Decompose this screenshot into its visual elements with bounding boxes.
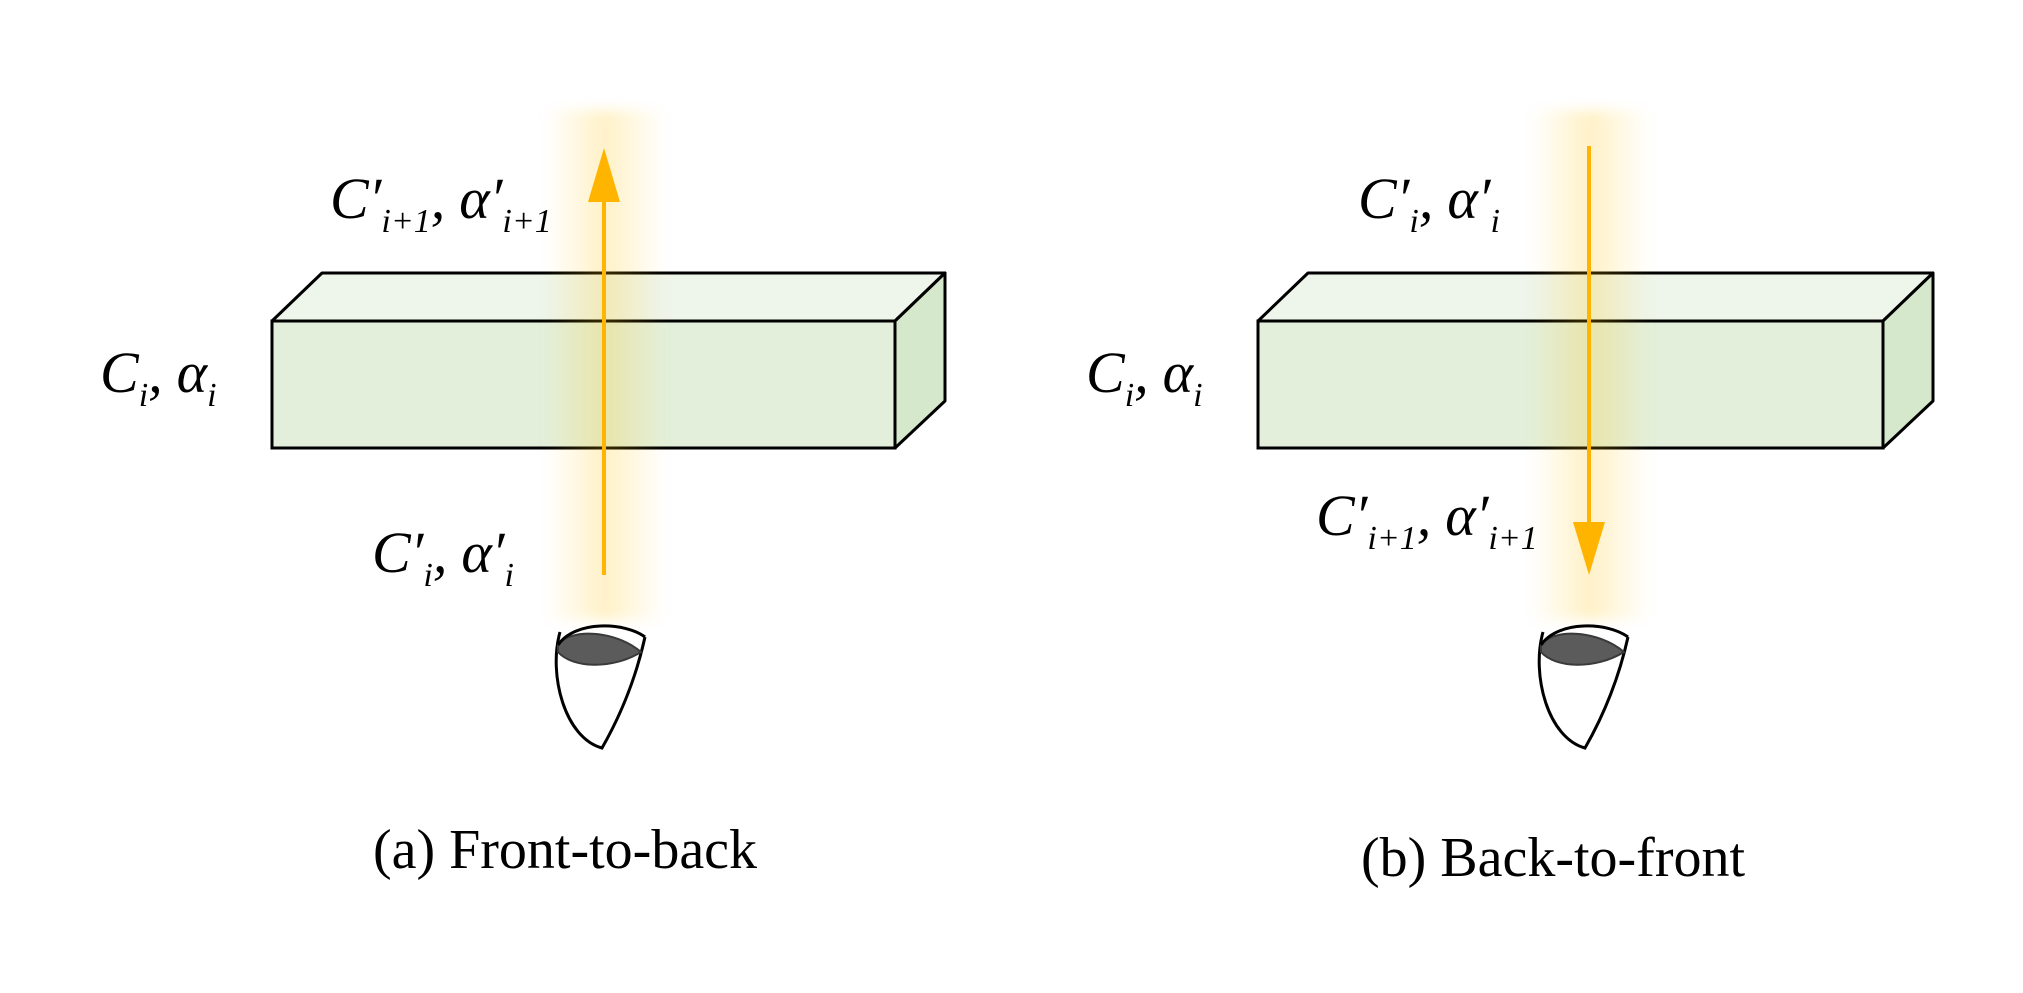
ray-arrow-down [1573, 146, 1605, 575]
caption-a: (a) Front-to-back [373, 819, 757, 881]
side-label-a: Ci, αi [100, 340, 217, 414]
side-label-b: Ci, αi [1086, 340, 1203, 414]
eye-icon [1537, 624, 1630, 750]
eye-icon [554, 624, 647, 750]
ray-arrow-up [588, 148, 620, 575]
panel-front-to-back: Ci, αi C′i+1, α′i+1 C′i, α′i (a) Front-to-b… [100, 110, 947, 881]
output-label-a: C′i+1, α′i+1 [330, 166, 552, 240]
output-label-b: C′i+1, α′i+1 [1316, 483, 1538, 557]
input-label-a: C′i, α′i [372, 520, 514, 594]
panel-back-to-front: Ci, αi C′i, α′i C′i+1, α′i+1 (b) Back-to-fr… [1086, 110, 1935, 889]
caption-b: (b) Back-to-front [1361, 827, 1746, 889]
input-label-b: C′i, α′i [1358, 166, 1500, 240]
